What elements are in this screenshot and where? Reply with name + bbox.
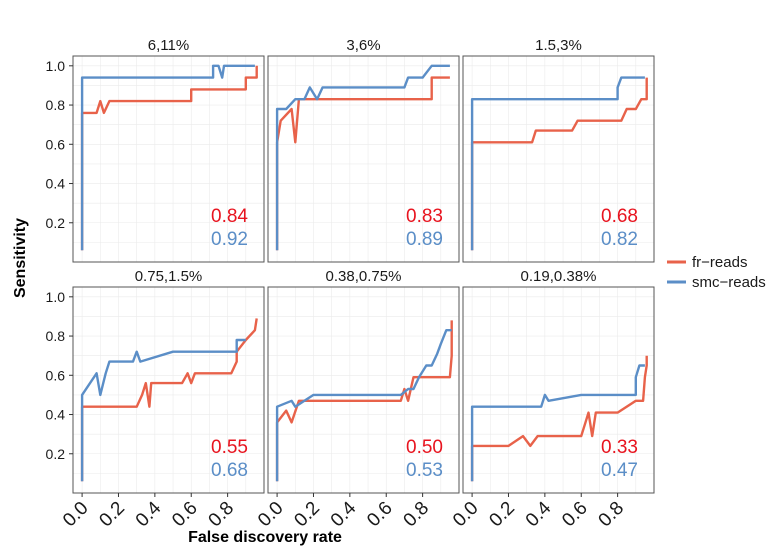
legend-label-smc: smc−reads [692,274,766,291]
y-tick-label: 0.2 [46,446,66,462]
auc-label-smc: 0.89 [406,229,443,250]
series-line-fr [470,77,648,251]
x-tick-label: 0.8 [400,498,434,532]
panel-title: 6,11% [148,37,189,54]
panel-border [267,286,460,494]
x-tick-label: 0.4 [327,497,361,531]
panel-border [72,286,265,494]
panel-title: 1.5,3% [535,37,582,54]
x-tick-label: 0.2 [485,498,519,532]
series-line-fr [275,320,453,482]
x-tick-label: 0.8 [595,498,629,532]
panel-border [462,286,655,494]
series-line-smc [275,329,452,482]
panel-title: 0.19,0.38% [521,268,597,285]
y-tick-label: 0.4 [46,176,66,192]
x-tick-label: 0.8 [205,498,239,532]
x-tick-label: 0.6 [168,498,202,532]
y-tick-label: 0.6 [46,367,66,383]
x-tick-label: 0.4 [132,497,166,531]
auc-label-fr: 0.84 [211,206,248,227]
panel-background [73,287,264,493]
legend-label-fr: fr−reads [692,254,747,271]
panel-background [463,56,654,262]
auc-label-smc: 0.92 [211,229,248,250]
auc-label-fr: 0.68 [601,206,638,227]
auc-label-fr: 0.33 [601,437,638,458]
x-tick-label: 0.0 [254,498,288,532]
panel-6: 0.19,0.38% 0.330.47 0.0 0.2 0.4 0.6 0.8 [449,268,655,532]
series-line-fr [80,65,258,251]
series-line-fr [470,355,648,482]
panel-background [268,287,459,493]
series-line-smc [80,64,255,251]
auc-label-smc: 0.82 [601,229,638,250]
legend: fr−reads smc−reads [667,254,766,291]
auc-label-fr: 0.55 [211,437,248,458]
x-axis-title: False discovery rate [188,529,342,546]
y-tick-label: 0.4 [46,407,66,423]
panels: 6,11%0.840.920.20.40.60.81.03,6%0.830.89… [46,37,655,532]
x-tick-label: 0.2 [290,498,324,532]
auc-label-fr: 0.83 [406,206,443,227]
panel-4: 0.75,1.5%0.550.680.20.40.60.81.00.0 0.2 0.… [46,268,265,532]
auc-label-smc: 0.68 [211,460,248,481]
panel-background [463,287,654,493]
panel-title: 3,6% [346,37,380,54]
x-tick-label: 0.6 [363,498,397,532]
y-tick-label: 0.6 [46,136,66,152]
y-tick-label: 1.0 [46,58,66,74]
auc-label-smc: 0.53 [406,460,443,481]
auc-label-smc: 0.47 [601,460,638,481]
y-axis-title: Sensitivity [12,218,29,298]
auc-label-fr: 0.50 [406,437,443,458]
panel-border [267,55,460,263]
panel-border [72,55,265,263]
series-line-fr [80,318,258,482]
series-line-smc [470,364,645,482]
x-tick-label: 0.2 [95,498,129,532]
x-tick-label: 0.0 [59,498,93,532]
panel-2: 3,6% 0.830.89 [267,37,460,263]
y-tick-label: 0.2 [46,215,66,231]
x-tick-label: 0.6 [558,498,592,532]
y-tick-label: 1.0 [46,289,66,305]
panel-3: 1.5,3% 0.680.82 [462,37,655,263]
series-line-smc [275,64,450,251]
panel-title: 0.75,1.5% [135,268,203,285]
x-tick-label: 0.0 [449,498,483,532]
panel-border [462,55,655,263]
panel-background [268,56,459,262]
panel-1: 6,11% 0.840.92 0.2 0.4 0.6 0.8 1.0 [46,37,265,263]
series-line-smc [470,76,645,251]
panel-5: 0.38,0.75% 0.500.53 0.0 0.2 0.4 0.6 0.8 [254,268,460,532]
y-tick-label: 0.8 [46,97,66,113]
panel-title: 0.38,0.75% [326,268,402,285]
x-tick-label: 0.4 [522,497,556,531]
y-tick-label: 0.8 [46,328,66,344]
series-line-smc [80,338,246,482]
